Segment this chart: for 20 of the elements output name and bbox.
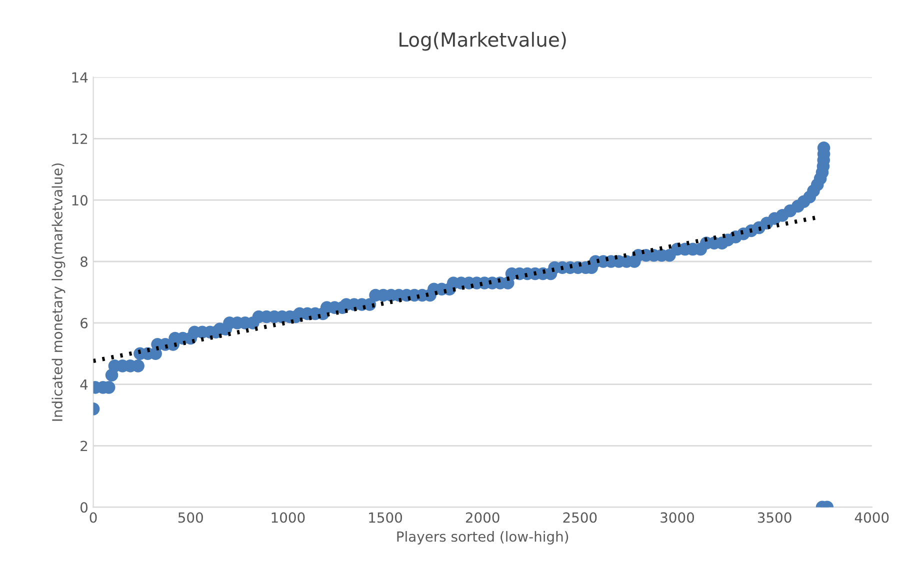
y-tick-label: 0 (80, 502, 88, 513)
x-tick-label: 2000 (466, 512, 500, 523)
chart-title: Log(Marketvalue) (400, 32, 566, 51)
x-axis-title: Players sorted (low-high) (397, 531, 568, 544)
y-axis-title: Indicated monetary log(marketvalue) (52, 163, 66, 421)
x-tick-label: 0 (90, 512, 97, 523)
y-tick-label: 14 (72, 72, 88, 82)
x-tick-label: 4000 (854, 512, 889, 523)
x-tick-label: 3000 (660, 512, 694, 523)
x-tick-label: 1000 (272, 512, 305, 523)
x-tick-label: 500 (178, 512, 203, 523)
x-tick-label: 3500 (758, 512, 792, 523)
y-tick-label: 12 (72, 134, 88, 144)
y-tick-label: 10 (72, 195, 88, 206)
y-tick-label: 8 (80, 256, 88, 267)
y-tick-label: 6 (80, 318, 88, 328)
y-tick-label: 4 (80, 379, 88, 390)
x-tick-label: 2500 (563, 512, 597, 523)
x-tick-label: 1500 (369, 512, 402, 523)
y-tick-label: 2 (80, 440, 88, 452)
